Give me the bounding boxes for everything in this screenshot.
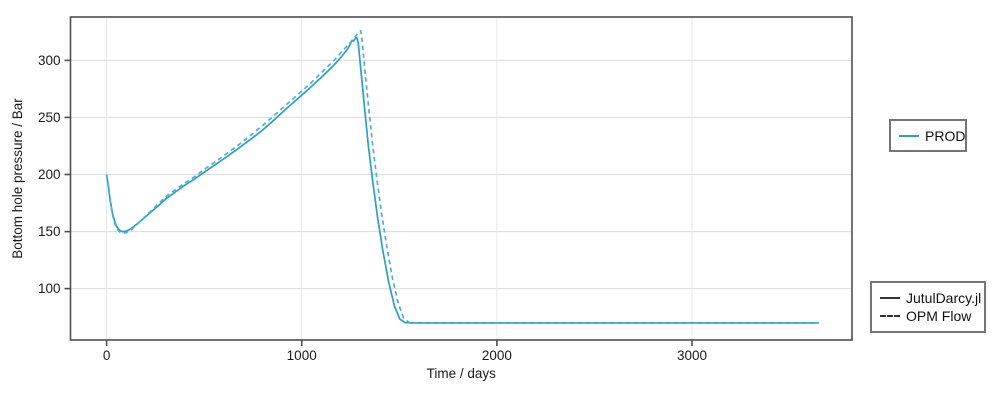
- x-tick-label: 0: [103, 348, 111, 363]
- y-axis-label: Bottom hole pressure / Bar: [10, 98, 25, 259]
- solid-line-sample-icon: [880, 297, 900, 299]
- legend-row-jutuldarcy: JutulDarcy.jl: [880, 291, 984, 305]
- x-tick-label: 2000: [482, 348, 512, 363]
- axis-frame: [69, 16, 853, 341]
- x-tick-label: 3000: [677, 348, 707, 363]
- style-legend-label-jutuldarcy: JutulDarcy.jl: [906, 290, 982, 306]
- legend-row-opmflow: OPM Flow: [880, 309, 984, 323]
- well-legend-row: PROD: [899, 129, 965, 143]
- y-tick-label: 100: [38, 281, 61, 296]
- y-tick-label: 150: [38, 224, 61, 239]
- prod-line-sample-icon: [899, 134, 919, 137]
- style-legend-label-opmflow: OPM Flow: [906, 308, 972, 324]
- dashed-line-sample-icon: [880, 315, 900, 317]
- well-legend: PROD: [889, 119, 967, 152]
- well-legend-label: PROD: [925, 127, 966, 144]
- y-tick-label: 200: [38, 167, 61, 182]
- y-tick-label: 300: [38, 53, 61, 68]
- y-tick-label: 250: [38, 110, 61, 125]
- series-jutuldarcy-jl: [105, 36, 819, 324]
- series-opm-flow: [105, 29, 819, 324]
- x-tick-label: 1000: [287, 348, 317, 363]
- x-axis-label: Time / days: [427, 366, 497, 381]
- style-legend: JutulDarcy.jl OPM Flow: [870, 281, 986, 333]
